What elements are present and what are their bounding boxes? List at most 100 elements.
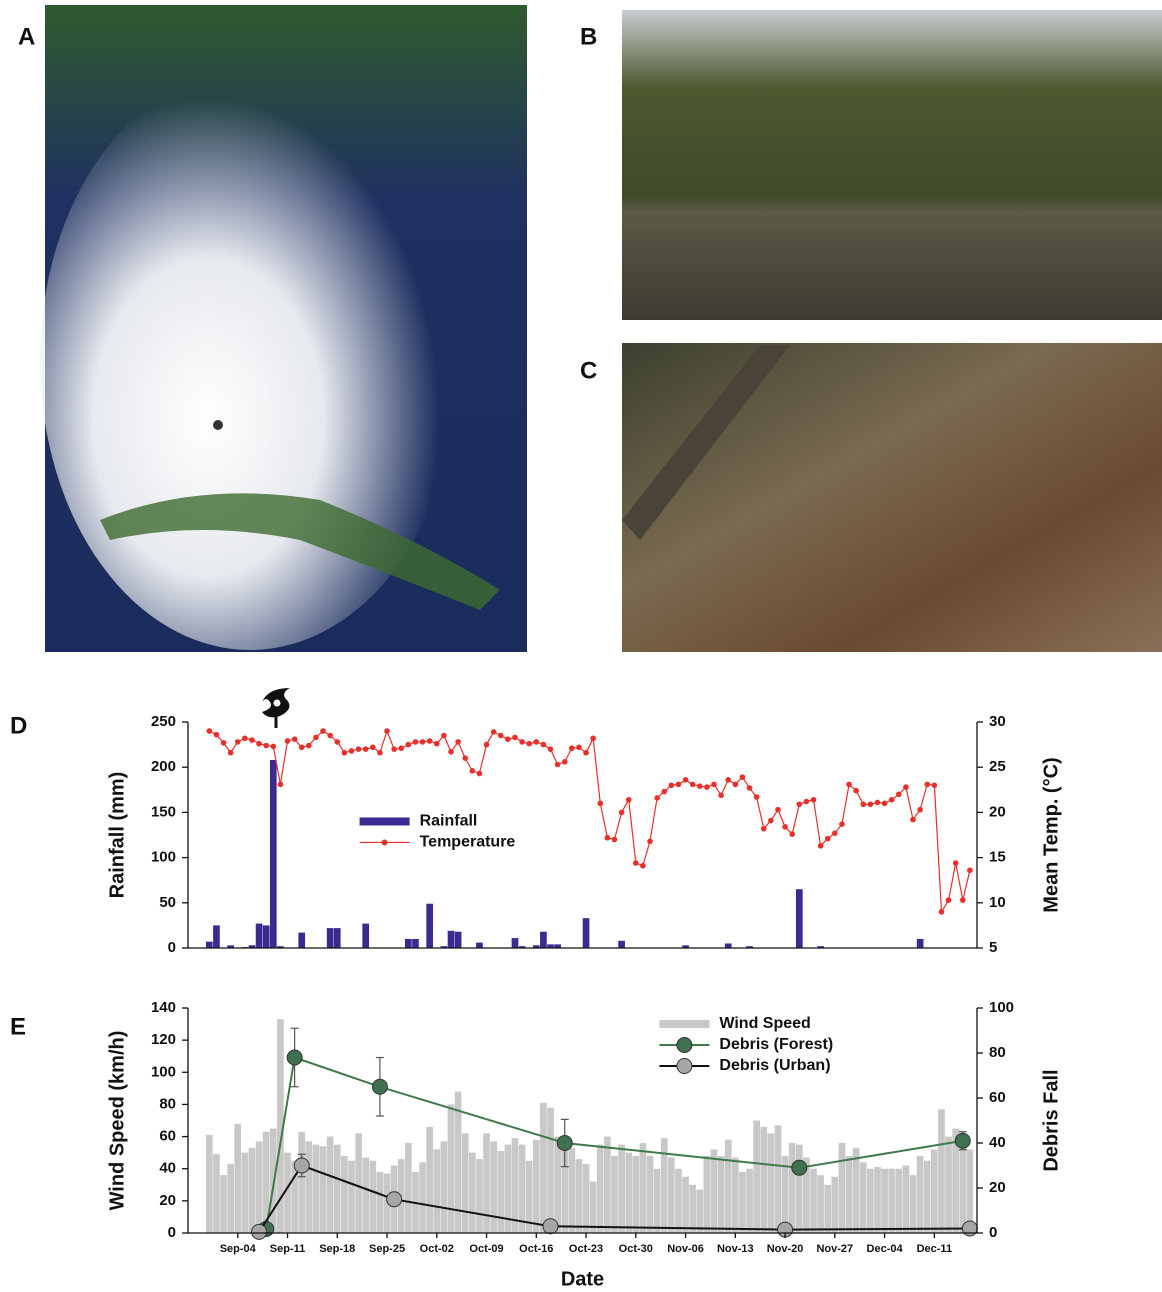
bar xyxy=(725,1140,732,1233)
bar xyxy=(611,1156,618,1233)
marker xyxy=(683,777,689,783)
bar xyxy=(888,1169,895,1233)
marker xyxy=(583,750,589,756)
y2-tick-label: 0 xyxy=(989,1224,997,1241)
marker xyxy=(363,746,369,752)
bar xyxy=(824,1185,831,1233)
marker xyxy=(740,774,746,780)
bar xyxy=(469,1153,476,1233)
bar xyxy=(441,1141,448,1233)
y2-tick-label: 30 xyxy=(989,713,1006,730)
marker xyxy=(270,744,276,750)
panel-label: C xyxy=(580,357,597,384)
marker xyxy=(597,801,603,807)
marker xyxy=(427,738,433,744)
y2-tick-label: 10 xyxy=(989,894,1006,911)
x-tick-label: Nov-27 xyxy=(816,1243,853,1255)
marker xyxy=(242,735,248,741)
bar xyxy=(455,932,462,948)
bar xyxy=(433,1149,440,1233)
y-tick-label: 0 xyxy=(168,939,176,956)
marker xyxy=(782,824,788,830)
marker xyxy=(484,742,490,748)
marker xyxy=(278,782,284,788)
page: A B C D E 05010015020025051015202530Rain… xyxy=(0,0,1162,1292)
bar xyxy=(917,1156,924,1233)
y2-tick-label: 5 xyxy=(989,939,997,956)
marker xyxy=(962,1221,977,1236)
bar xyxy=(796,1145,803,1233)
bar xyxy=(540,932,547,948)
legend-label: Wind Speed xyxy=(719,1015,810,1032)
marker xyxy=(299,745,305,751)
marker xyxy=(768,818,774,824)
marker xyxy=(327,733,333,739)
x-tick-label: Sep-04 xyxy=(220,1243,257,1255)
marker xyxy=(342,750,348,756)
marker xyxy=(924,782,930,788)
marker xyxy=(676,782,682,788)
marker xyxy=(221,740,227,746)
photo-c xyxy=(622,343,1162,652)
bar xyxy=(341,1156,348,1233)
marker xyxy=(207,728,213,734)
marker xyxy=(661,789,667,795)
marker xyxy=(491,729,497,735)
bar xyxy=(817,1175,824,1233)
bar xyxy=(938,1109,945,1233)
y2-tick-label: 20 xyxy=(989,803,1006,820)
photo-b xyxy=(622,10,1162,320)
legend-swatch xyxy=(360,817,410,825)
marker xyxy=(387,1192,402,1207)
panel-label: E xyxy=(10,1013,26,1040)
bar xyxy=(298,1132,305,1233)
y2-tick-label: 25 xyxy=(989,758,1006,775)
bar xyxy=(590,1182,597,1233)
bar xyxy=(682,1177,689,1233)
bar xyxy=(476,1159,483,1233)
marker xyxy=(470,768,476,774)
marker xyxy=(832,830,838,836)
bar xyxy=(320,1146,327,1233)
y2-tick-label: 40 xyxy=(989,1134,1006,1151)
bar xyxy=(775,1125,782,1233)
marker xyxy=(619,810,625,816)
bar xyxy=(426,1127,433,1233)
bar xyxy=(348,1161,355,1233)
legend-label: Temperature xyxy=(420,834,516,851)
marker xyxy=(910,817,916,823)
marker xyxy=(882,801,888,807)
marker xyxy=(434,741,440,747)
bar xyxy=(846,1156,853,1233)
marker xyxy=(526,741,532,747)
marker xyxy=(612,837,618,843)
bar xyxy=(476,943,483,948)
marker xyxy=(654,795,660,801)
marker xyxy=(754,794,760,800)
x-tick-label: Nov-20 xyxy=(767,1243,804,1255)
marker xyxy=(519,739,525,745)
marker xyxy=(548,746,554,752)
marker xyxy=(228,750,234,756)
marker xyxy=(718,792,724,798)
marker xyxy=(946,897,952,903)
marker xyxy=(647,839,653,845)
y-tick-label: 150 xyxy=(151,803,176,820)
bar xyxy=(497,1151,504,1233)
bar xyxy=(910,1175,917,1233)
marker xyxy=(541,742,547,748)
y2-tick-label: 60 xyxy=(989,1089,1006,1106)
bar xyxy=(704,1156,711,1233)
marker xyxy=(704,784,710,790)
photo-a xyxy=(40,5,527,652)
bar xyxy=(640,1143,647,1233)
bar xyxy=(604,1137,611,1233)
bar xyxy=(917,939,924,948)
marker xyxy=(555,762,561,768)
y-tick-label: 140 xyxy=(151,999,176,1016)
marker xyxy=(313,735,319,741)
x-tick-label: Oct-30 xyxy=(619,1243,653,1255)
marker xyxy=(955,1133,970,1148)
bar xyxy=(959,1143,966,1233)
bar xyxy=(831,1177,838,1233)
